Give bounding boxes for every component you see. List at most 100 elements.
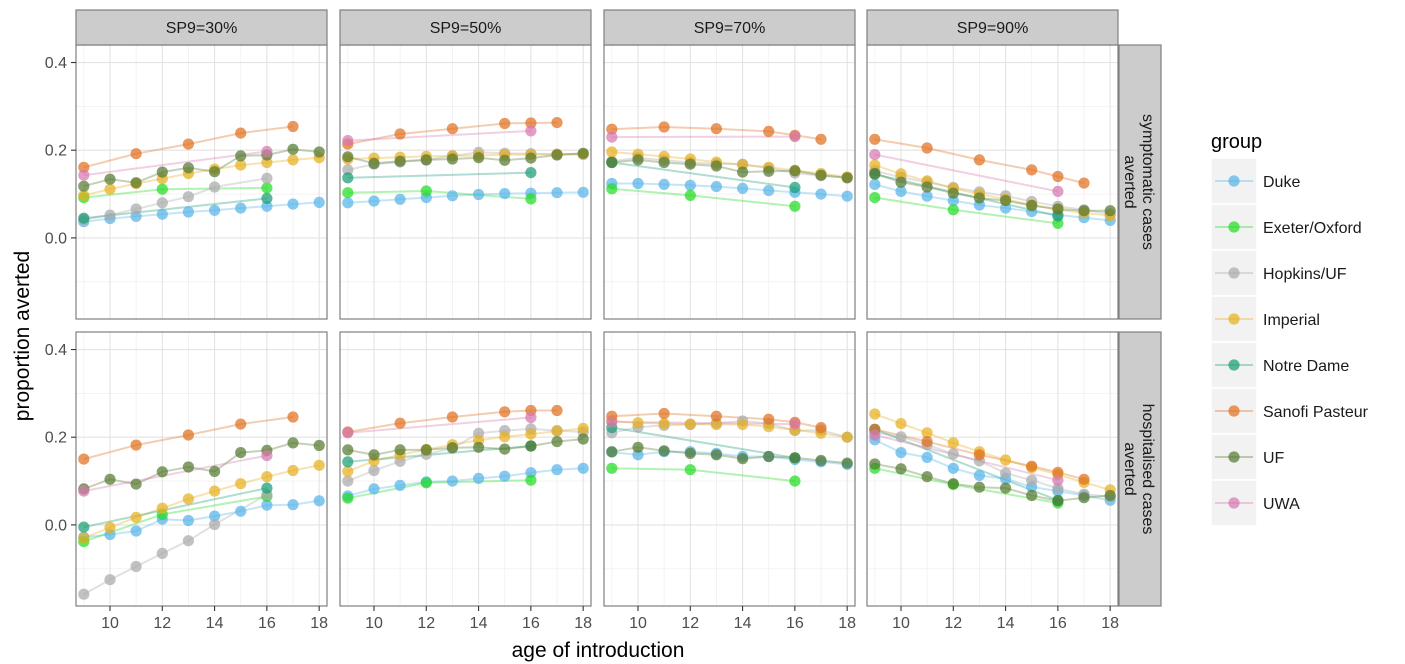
point-hopkins-uf: [182, 191, 194, 203]
point-hopkins-uf: [130, 203, 142, 215]
panel-r1-c4: [866, 44, 1119, 320]
series-line-duke: [611, 450, 848, 466]
point-exeter-oxford: [342, 187, 354, 199]
point-hopkins-uf: [1052, 482, 1064, 495]
point-hopkins-uf: [261, 172, 273, 184]
legend-key-point: [1228, 451, 1240, 463]
point-uf: [209, 166, 221, 178]
legend-item-notre-dame: Notre Dame: [1210, 341, 1349, 389]
point-uf: [104, 473, 116, 485]
point-uwa: [789, 418, 801, 430]
row-strip-line: averted: [1121, 155, 1138, 208]
panel-r2-c1: [75, 331, 328, 607]
legend-item-exeter-oxford: Exeter/Oxford: [1210, 203, 1362, 251]
point-uf: [737, 453, 749, 465]
point-sanofi-pasteur: [606, 123, 618, 135]
point-uwa: [261, 450, 273, 462]
y-tick-label: 0.2: [45, 430, 67, 447]
legend-label: UF: [1263, 450, 1285, 467]
point-uf: [841, 172, 853, 184]
column-strip-background: [339, 9, 592, 46]
x-tick-label: 18: [838, 615, 856, 632]
point-uf: [710, 449, 723, 461]
point-notre-dame: [78, 521, 90, 533]
point-uf: [921, 181, 933, 193]
point-exeter-oxford: [789, 200, 801, 212]
point-sanofi-pasteur: [130, 148, 142, 160]
point-duke: [235, 202, 247, 214]
point-sanofi-pasteur: [973, 154, 986, 166]
legend-key-point: [1228, 313, 1240, 325]
point-uf: [525, 440, 537, 452]
point-sanofi-pasteur: [78, 161, 90, 173]
point-sanofi-pasteur: [499, 117, 511, 130]
series-line-notre-dame: [347, 171, 531, 179]
y-tick-label: 0.0: [45, 230, 67, 247]
point-exeter-oxford: [420, 477, 432, 489]
point-uwa: [1052, 185, 1064, 197]
point-duke: [947, 462, 959, 474]
point-exeter-oxford: [420, 185, 432, 197]
x-tick-label: 14: [470, 615, 488, 632]
series-line-uwa: [874, 153, 1059, 193]
point-uwa: [261, 145, 273, 158]
point-uf: [684, 447, 696, 459]
point-notre-dame: [261, 192, 273, 204]
series-line-uf: [611, 158, 848, 179]
point-sanofi-pasteur: [130, 439, 142, 451]
legend-item-imperial: Imperial: [1210, 295, 1320, 343]
column-strip: SP9=30%: [75, 9, 328, 46]
point-imperial: [78, 189, 90, 201]
point-sanofi-pasteur: [815, 422, 827, 434]
point-duke: [921, 190, 933, 202]
point-uf: [104, 173, 116, 185]
point-duke: [209, 510, 221, 522]
point-hopkins-uf: [342, 475, 354, 487]
point-uwa: [606, 416, 618, 428]
series-line-uwa: [347, 129, 531, 142]
series-line-imperial: [611, 151, 848, 178]
x-tick-label: 14: [206, 615, 224, 632]
point-exeter-oxford: [606, 183, 618, 195]
row-strip-label: symptomatic casesaverted: [1121, 114, 1156, 250]
point-exeter-oxford: [684, 464, 696, 476]
point-uf: [446, 153, 458, 165]
point-hopkins-uf: [182, 535, 194, 547]
point-imperial: [869, 408, 881, 420]
point-uf: [789, 452, 801, 464]
point-notre-dame: [342, 456, 354, 468]
series-line-notre-dame: [611, 426, 796, 459]
column-strip: SP9=50%: [339, 9, 592, 46]
point-duke: [815, 188, 827, 200]
point-uf: [869, 167, 881, 180]
point-duke: [841, 190, 853, 202]
point-uf: [1052, 203, 1064, 215]
point-hopkins-uf: [1000, 467, 1012, 479]
x-tick-label: 16: [522, 615, 540, 632]
point-imperial: [658, 418, 670, 430]
point-sanofi-pasteur: [182, 429, 194, 441]
x-axis-label: age of introduction: [512, 639, 685, 662]
point-duke: [895, 185, 907, 197]
point-sanofi-pasteur: [287, 411, 299, 423]
point-uwa: [78, 485, 90, 497]
point-exeter-oxford: [606, 462, 618, 474]
x-tick-label: 10: [629, 615, 647, 632]
point-sanofi-pasteur: [551, 117, 563, 129]
point-duke: [368, 483, 380, 495]
point-sanofi-pasteur: [446, 411, 458, 423]
series-line-hopkins-uf: [347, 427, 584, 483]
point-sanofi-pasteur: [921, 436, 933, 448]
y-tick-label: 0.0: [45, 517, 67, 534]
point-duke: [551, 464, 563, 476]
point-sanofi-pasteur: [499, 406, 511, 418]
series-line-imperial: [83, 156, 320, 197]
point-sanofi-pasteur: [1078, 473, 1090, 485]
point-uwa: [78, 169, 90, 181]
series-line-imperial: [874, 164, 1111, 217]
point-sanofi-pasteur: [921, 142, 933, 154]
panel-background: [867, 45, 1118, 319]
point-uf: [420, 444, 432, 456]
point-exeter-oxford: [684, 189, 696, 201]
point-sanofi-pasteur: [658, 407, 670, 420]
